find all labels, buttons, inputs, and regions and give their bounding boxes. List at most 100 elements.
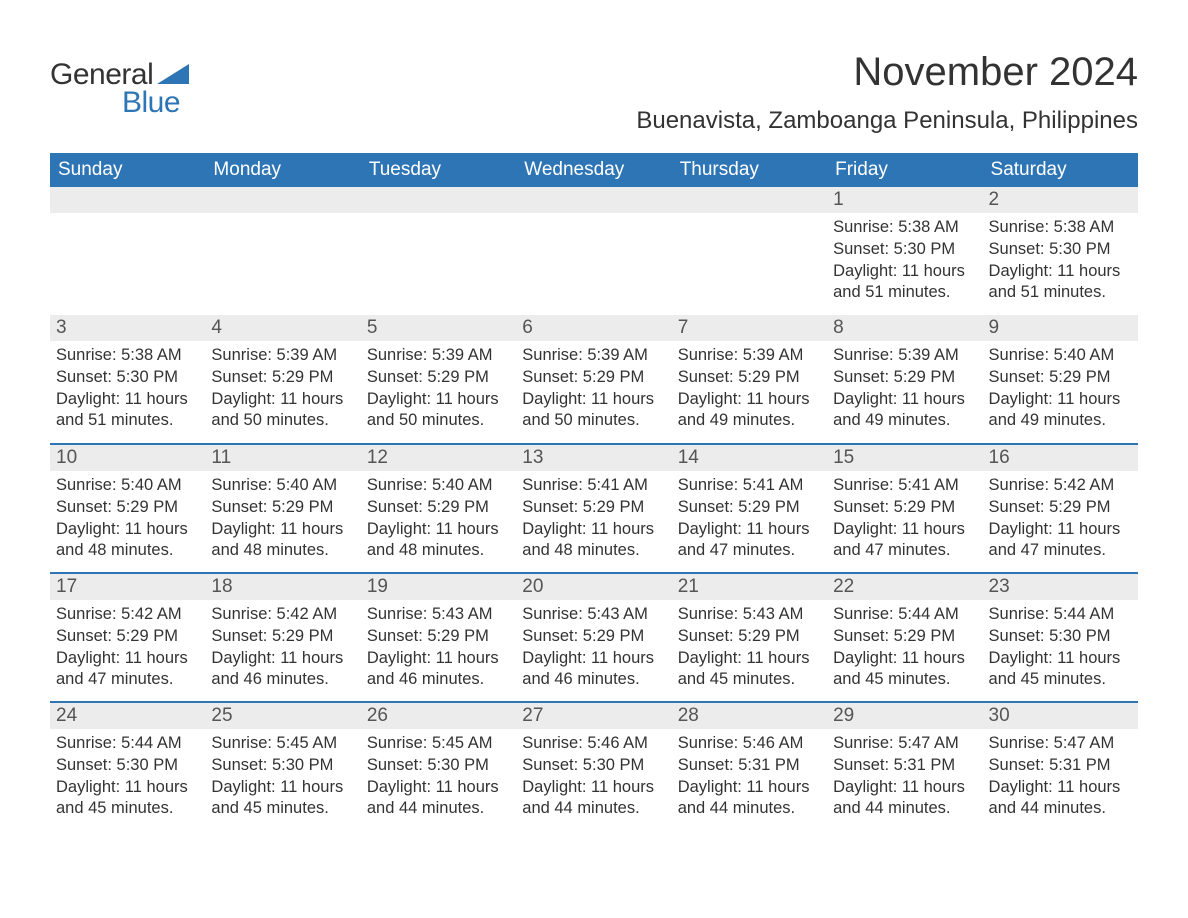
sunrise-text: Sunrise: 5:41 AM [678, 475, 821, 497]
day-cell: 10Sunrise: 5:40 AMSunset: 5:29 PMDayligh… [50, 445, 205, 572]
sunset-text: Sunset: 5:29 PM [678, 497, 821, 519]
logo-text-blue: Blue [122, 86, 189, 120]
day-cell: 4Sunrise: 5:39 AMSunset: 5:29 PMDaylight… [205, 315, 360, 443]
daylight-text: Daylight: 11 hours and 47 minutes. [56, 648, 199, 692]
sunset-text: Sunset: 5:29 PM [678, 626, 821, 648]
day-cell: 27Sunrise: 5:46 AMSunset: 5:30 PMDayligh… [516, 703, 671, 830]
day-content: Sunrise: 5:40 AMSunset: 5:29 PMDaylight:… [983, 341, 1138, 442]
sunrise-text: Sunrise: 5:38 AM [56, 345, 199, 367]
sunrise-text: Sunrise: 5:45 AM [211, 733, 354, 755]
sunset-text: Sunset: 5:30 PM [211, 755, 354, 777]
title-block: November 2024 Buenavista, Zamboanga Peni… [636, 50, 1138, 135]
day-content: Sunrise: 5:46 AMSunset: 5:30 PMDaylight:… [516, 729, 671, 830]
day-cell: 24Sunrise: 5:44 AMSunset: 5:30 PMDayligh… [50, 703, 205, 830]
daylight-text: Daylight: 11 hours and 48 minutes. [367, 519, 510, 563]
sunset-text: Sunset: 5:29 PM [56, 626, 199, 648]
logo: General Blue [50, 58, 189, 120]
daylight-text: Daylight: 11 hours and 46 minutes. [367, 648, 510, 692]
day-cell: 6Sunrise: 5:39 AMSunset: 5:29 PMDaylight… [516, 315, 671, 443]
day-cell: 15Sunrise: 5:41 AMSunset: 5:29 PMDayligh… [827, 445, 982, 572]
daylight-text: Daylight: 11 hours and 50 minutes. [367, 389, 510, 433]
day-cell: 25Sunrise: 5:45 AMSunset: 5:30 PMDayligh… [205, 703, 360, 830]
day-content: Sunrise: 5:39 AMSunset: 5:29 PMDaylight:… [672, 341, 827, 442]
day-content: Sunrise: 5:38 AMSunset: 5:30 PMDaylight:… [827, 213, 982, 314]
daylight-text: Daylight: 11 hours and 47 minutes. [678, 519, 821, 563]
day-content: Sunrise: 5:39 AMSunset: 5:29 PMDaylight:… [516, 341, 671, 442]
day-content: Sunrise: 5:44 AMSunset: 5:30 PMDaylight:… [50, 729, 205, 830]
day-content: Sunrise: 5:41 AMSunset: 5:29 PMDaylight:… [516, 471, 671, 572]
sunrise-text: Sunrise: 5:39 AM [678, 345, 821, 367]
day-number: 15 [827, 445, 982, 471]
day-number: 26 [361, 703, 516, 729]
daylight-text: Daylight: 11 hours and 49 minutes. [678, 389, 821, 433]
day-cell: 17Sunrise: 5:42 AMSunset: 5:29 PMDayligh… [50, 574, 205, 701]
daylight-text: Daylight: 11 hours and 46 minutes. [522, 648, 665, 692]
sunset-text: Sunset: 5:29 PM [56, 497, 199, 519]
daylight-text: Daylight: 11 hours and 48 minutes. [56, 519, 199, 563]
day-cell: 20Sunrise: 5:43 AMSunset: 5:29 PMDayligh… [516, 574, 671, 701]
weekday-header-row: SundayMondayTuesdayWednesdayThursdayFrid… [50, 153, 1138, 187]
day-number: 30 [983, 703, 1138, 729]
sunrise-text: Sunrise: 5:41 AM [522, 475, 665, 497]
location-subtitle: Buenavista, Zamboanga Peninsula, Philipp… [636, 107, 1138, 135]
daylight-text: Daylight: 11 hours and 45 minutes. [56, 777, 199, 821]
day-number: 14 [672, 445, 827, 471]
week-row: 3Sunrise: 5:38 AMSunset: 5:30 PMDaylight… [50, 315, 1138, 443]
day-cell: 7Sunrise: 5:39 AMSunset: 5:29 PMDaylight… [672, 315, 827, 443]
day-cell: 13Sunrise: 5:41 AMSunset: 5:29 PMDayligh… [516, 445, 671, 572]
day-number: 7 [672, 315, 827, 341]
day-content: Sunrise: 5:42 AMSunset: 5:29 PMDaylight:… [205, 600, 360, 701]
day-content: Sunrise: 5:43 AMSunset: 5:29 PMDaylight:… [672, 600, 827, 701]
sunset-text: Sunset: 5:29 PM [367, 626, 510, 648]
sunset-text: Sunset: 5:30 PM [989, 626, 1132, 648]
daylight-text: Daylight: 11 hours and 45 minutes. [678, 648, 821, 692]
day-content: Sunrise: 5:43 AMSunset: 5:29 PMDaylight:… [516, 600, 671, 701]
day-number: 27 [516, 703, 671, 729]
weekday-header: Thursday [672, 153, 827, 187]
sunrise-text: Sunrise: 5:47 AM [989, 733, 1132, 755]
day-number: 13 [516, 445, 671, 471]
daylight-text: Daylight: 11 hours and 44 minutes. [989, 777, 1132, 821]
sunset-text: Sunset: 5:30 PM [56, 755, 199, 777]
day-content: Sunrise: 5:40 AMSunset: 5:29 PMDaylight:… [205, 471, 360, 572]
sunset-text: Sunset: 5:29 PM [211, 367, 354, 389]
day-number: 24 [50, 703, 205, 729]
day-number: 5 [361, 315, 516, 341]
sunrise-text: Sunrise: 5:42 AM [989, 475, 1132, 497]
sunset-text: Sunset: 5:30 PM [56, 367, 199, 389]
day-number: 2 [983, 187, 1138, 213]
weekday-header: Friday [827, 153, 982, 187]
day-cell: 11Sunrise: 5:40 AMSunset: 5:29 PMDayligh… [205, 445, 360, 572]
day-number: 20 [516, 574, 671, 600]
day-cell: 3Sunrise: 5:38 AMSunset: 5:30 PMDaylight… [50, 315, 205, 443]
day-cell: 5Sunrise: 5:39 AMSunset: 5:29 PMDaylight… [361, 315, 516, 443]
calendar-grid: SundayMondayTuesdayWednesdayThursdayFrid… [50, 153, 1138, 830]
day-number: 22 [827, 574, 982, 600]
day-number: 10 [50, 445, 205, 471]
day-cell [672, 187, 827, 315]
sunrise-text: Sunrise: 5:45 AM [367, 733, 510, 755]
sunset-text: Sunset: 5:31 PM [833, 755, 976, 777]
sunset-text: Sunset: 5:29 PM [833, 497, 976, 519]
day-cell [361, 187, 516, 315]
sunset-text: Sunset: 5:29 PM [211, 626, 354, 648]
day-cell: 16Sunrise: 5:42 AMSunset: 5:29 PMDayligh… [983, 445, 1138, 572]
day-content: Sunrise: 5:41 AMSunset: 5:29 PMDaylight:… [672, 471, 827, 572]
daylight-text: Daylight: 11 hours and 44 minutes. [678, 777, 821, 821]
sunrise-text: Sunrise: 5:39 AM [522, 345, 665, 367]
sunrise-text: Sunrise: 5:44 AM [833, 604, 976, 626]
sunrise-text: Sunrise: 5:44 AM [989, 604, 1132, 626]
day-content: Sunrise: 5:46 AMSunset: 5:31 PMDaylight:… [672, 729, 827, 830]
sunset-text: Sunset: 5:29 PM [989, 367, 1132, 389]
day-cell: 9Sunrise: 5:40 AMSunset: 5:29 PMDaylight… [983, 315, 1138, 443]
day-cell: 29Sunrise: 5:47 AMSunset: 5:31 PMDayligh… [827, 703, 982, 830]
day-cell: 2Sunrise: 5:38 AMSunset: 5:30 PMDaylight… [983, 187, 1138, 315]
daylight-text: Daylight: 11 hours and 51 minutes. [833, 261, 976, 305]
day-number: 6 [516, 315, 671, 341]
sunset-text: Sunset: 5:29 PM [989, 497, 1132, 519]
day-content: Sunrise: 5:39 AMSunset: 5:29 PMDaylight:… [361, 341, 516, 442]
day-cell: 1Sunrise: 5:38 AMSunset: 5:30 PMDaylight… [827, 187, 982, 315]
week-row: 24Sunrise: 5:44 AMSunset: 5:30 PMDayligh… [50, 701, 1138, 830]
sunset-text: Sunset: 5:29 PM [211, 497, 354, 519]
sunrise-text: Sunrise: 5:39 AM [833, 345, 976, 367]
